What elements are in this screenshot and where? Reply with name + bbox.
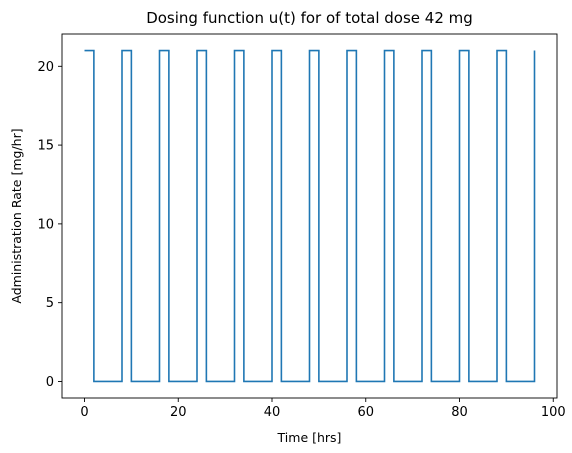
x-tick-label: 60 [357, 405, 374, 420]
x-tick-label: 0 [80, 405, 88, 420]
chart-title: Dosing function u(t) for of total dose 4… [146, 9, 473, 27]
x-tick-label: 100 [541, 405, 566, 420]
x-tick-label: 80 [451, 405, 468, 420]
series-line [84, 49, 536, 383]
y-tick-label: 0 [46, 375, 54, 390]
y-tick-label: 20 [37, 60, 54, 75]
y-tick-label: 15 [37, 139, 54, 154]
plot-frame [61, 33, 558, 399]
y-tick-label: 10 [37, 217, 54, 232]
x-tick-label: 20 [170, 405, 187, 420]
y-tick-label: 5 [46, 296, 54, 311]
x-tick-label: 40 [264, 405, 281, 420]
x-axis-label: Time [hrs] [277, 430, 342, 445]
y-axis-label: Administration Rate [mg/hr] [9, 128, 24, 303]
ticks: 0 20 40 60 80 100 0 5 10 15 20 [37, 60, 565, 420]
